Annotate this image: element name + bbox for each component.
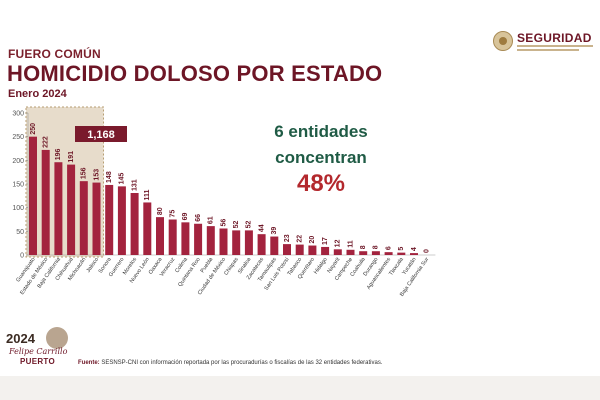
y-tick-label: 100 — [12, 205, 24, 212]
seguridad-logo: SEGURIDAD — [493, 30, 597, 54]
bar-value-label: 131 — [131, 179, 138, 191]
callout-line-1: 6 entidades — [274, 122, 368, 141]
bar — [67, 164, 76, 255]
bar-value-label: 20 — [309, 236, 316, 244]
bar-value-label: 61 — [208, 216, 215, 224]
bar-value-label: 0 — [424, 249, 431, 253]
y-tick-label: 250 — [12, 134, 24, 141]
portrait-icon — [46, 327, 68, 349]
seal-icon — [493, 31, 513, 51]
bar-value-label: 191 — [68, 151, 75, 163]
bar-value-label: 17 — [322, 237, 329, 245]
category-label: Hidalgo — [313, 257, 329, 276]
bar — [79, 181, 88, 255]
bar-value-label: 80 — [157, 207, 164, 215]
bar — [156, 217, 164, 255]
y-tick-label: 150 — [12, 182, 24, 189]
kicker: FUERO COMÚN — [8, 47, 101, 61]
bar-value-label: 153 — [93, 169, 100, 181]
bar-value-label: 6 — [385, 246, 392, 250]
bar — [270, 236, 279, 255]
bar — [143, 202, 152, 255]
period-label: Enero 2024 — [8, 88, 67, 100]
bar-value-label: 52 — [246, 220, 253, 228]
bar — [371, 251, 380, 255]
bar — [410, 253, 418, 255]
total-box — [75, 126, 127, 142]
bar-value-label: 4 — [411, 247, 418, 251]
bar-chart: 050100150200250300250Guanajuato222Estado… — [12, 106, 436, 298]
bar — [92, 182, 101, 255]
bar — [333, 249, 342, 255]
bar-value-label: 111 — [144, 189, 151, 200]
bar-value-label: 23 — [284, 234, 291, 242]
campaign-badge: 2024 Felipe Carrillo PUERTO — [6, 327, 76, 371]
callout-percent: 48% — [296, 170, 346, 197]
bar — [29, 136, 37, 255]
bar — [168, 219, 177, 255]
bar-value-label: 196 — [55, 148, 62, 160]
bar — [295, 244, 304, 255]
bar — [283, 244, 291, 255]
bar-value-label: 148 — [106, 171, 113, 183]
bar — [181, 222, 190, 255]
bar — [257, 234, 266, 255]
logo-subline — [517, 45, 593, 47]
bar-value-label: 8 — [373, 245, 380, 249]
bar-value-label: 66 — [195, 214, 202, 222]
bar — [41, 149, 50, 255]
y-tick-label: 0 — [20, 253, 24, 260]
bar-value-label: 145 — [119, 173, 126, 185]
bar-value-label: 222 — [43, 136, 50, 148]
bar — [384, 252, 393, 255]
bar — [130, 192, 139, 255]
bar — [397, 252, 406, 255]
source-label: Fuente: — [78, 360, 100, 366]
bar — [54, 162, 63, 255]
bar-value-label: 69 — [182, 212, 189, 220]
source-note: Fuente: SESNSP-CNI con información repor… — [78, 360, 383, 366]
footer-band — [0, 376, 600, 400]
badge-name: Felipe Carrillo — [9, 347, 68, 356]
badge-year: 2024 — [6, 331, 35, 346]
bar-value-label: 12 — [335, 239, 342, 247]
bar-value-label: 44 — [258, 224, 265, 232]
bar — [232, 230, 241, 255]
bar — [308, 245, 317, 255]
bar — [206, 226, 215, 255]
bar-value-label: 39 — [271, 227, 278, 235]
bar — [346, 249, 355, 255]
y-tick-label: 300 — [12, 111, 24, 118]
bar — [117, 186, 126, 255]
bar — [359, 251, 368, 255]
bar-value-label: 75 — [170, 210, 177, 218]
bar — [105, 184, 114, 255]
bar-value-label: 156 — [81, 167, 88, 179]
bar — [194, 223, 203, 255]
bar — [219, 228, 228, 255]
bar-value-label: 8 — [360, 245, 367, 249]
bar-value-label: 56 — [220, 219, 227, 227]
bar — [321, 246, 330, 255]
y-tick-label: 50 — [16, 229, 24, 236]
logo-brand: SEGURIDAD — [517, 31, 592, 45]
logo-subline — [517, 49, 579, 51]
bar — [244, 230, 253, 255]
bar-value-label: 11 — [347, 240, 354, 248]
y-tick-label: 200 — [12, 158, 24, 165]
total-label: 1,168 — [87, 129, 115, 141]
page-title: HOMICIDIO DOLOSO POR ESTADO — [7, 61, 383, 86]
bar-value-label: 5 — [398, 247, 405, 251]
badge-name-2: PUERTO — [20, 357, 55, 366]
bar-value-label: 250 — [30, 123, 37, 135]
bar-value-label: 52 — [233, 220, 240, 228]
callout-line-2: concentran — [275, 148, 367, 167]
source-text: SESNSP-CNI con información reportada por… — [101, 360, 383, 366]
bar-value-label: 22 — [297, 235, 304, 243]
